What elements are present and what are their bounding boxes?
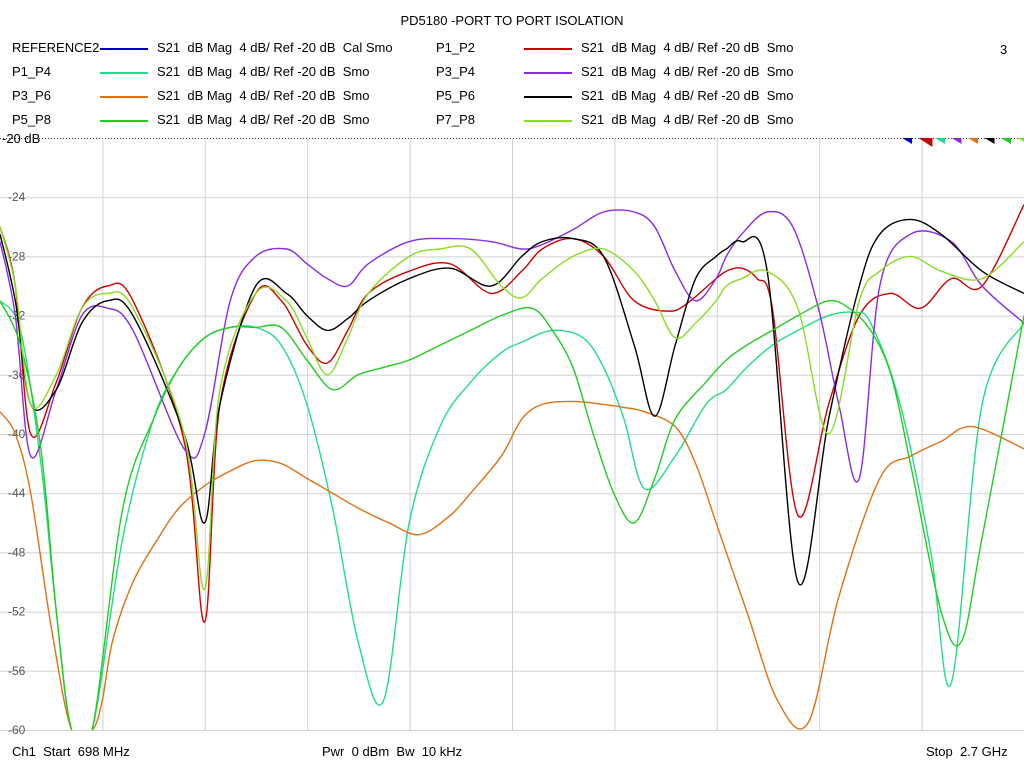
- legend-entry[interactable]: P1_P2 S21 dB Mag 4 dB/ Ref -20 dB Smo: [0, 40, 1024, 60]
- legend-trace-format: S21 dB Mag 4 dB/ Ref -20 dB Smo: [157, 112, 370, 127]
- legend-entry[interactable]: P1_P4 S21 dB Mag 4 dB/ Ref -20 dB Smo: [0, 64, 1024, 84]
- legend-trace-name: P1_P4: [12, 64, 52, 79]
- y-tick-label: -48: [8, 545, 26, 559]
- start-frequency: Ch1 Start 698 MHz: [12, 744, 130, 759]
- legend-line-swatch: [524, 96, 572, 98]
- legend-line-swatch: [524, 120, 572, 122]
- legend-line-swatch: [100, 96, 148, 98]
- reference-marker: [1001, 138, 1011, 144]
- legend-trace-format: S21 dB Mag 4 dB/ Ref -20 dB Cal Smo: [157, 40, 393, 55]
- legend-entry[interactable]: P3_P4 S21 dB Mag 4 dB/ Ref -20 dB Smo: [0, 64, 1024, 84]
- legend-line-swatch: [524, 72, 572, 74]
- reference-marker: [968, 138, 978, 144]
- reference-marker: [1017, 138, 1024, 142]
- legend-trace-name: P5_P8: [12, 112, 52, 127]
- legend-entry[interactable]: P3_P6 S21 dB Mag 4 dB/ Ref -20 dB Smo: [0, 88, 1024, 108]
- y-tick-labels: -24-28-32-36-40-44-48-52-56-60: [8, 190, 26, 737]
- legend-entry[interactable]: P5_P8 S21 dB Mag 4 dB/ Ref -20 dB Smo: [0, 112, 1024, 132]
- legend-line-swatch: [100, 120, 148, 122]
- stop-frequency: Stop 2.7 GHz: [926, 744, 1008, 759]
- y-tick-label: -52: [8, 605, 26, 619]
- y-tick-label: -60: [8, 723, 26, 737]
- legend-trace-format: S21 dB Mag 4 dB/ Ref -20 dB Smo: [581, 88, 794, 103]
- reference-marker: [935, 138, 945, 144]
- legend-trace-format: S21 dB Mag 4 dB/ Ref -20 dB Smo: [581, 64, 794, 79]
- trace-plot[interactable]: -24-28-32-36-40-44-48-52-56-60: [0, 138, 1024, 738]
- legend-trace-format: S21 dB Mag 4 dB/ Ref -20 dB Smo: [581, 112, 794, 127]
- legend-entry[interactable]: P5_P6 S21 dB Mag 4 dB/ Ref -20 dB Smo: [0, 88, 1024, 108]
- y-tick-label: -44: [8, 486, 26, 500]
- trace-p1-p2: [0, 204, 1024, 623]
- reference-marker: [902, 138, 912, 144]
- reference-marker: [984, 138, 995, 144]
- legend-trace-format: S21 dB Mag 4 dB/ Ref -20 dB Smo: [157, 88, 370, 103]
- legend-entry[interactable]: REFERENCE2 S21 dB Mag 4 dB/ Ref -20 dB Ca…: [0, 40, 1024, 60]
- traces: [0, 204, 1024, 730]
- reference-markers: [902, 138, 1024, 147]
- trace-p5-p8: [0, 299, 1024, 730]
- legend-trace-name: REFERENCE2: [12, 40, 100, 55]
- reference-marker: [918, 138, 933, 147]
- chart-title: PD5180 -PORT TO PORT ISOLATION: [400, 13, 624, 28]
- legend-trace-name: P7_P8: [436, 112, 476, 127]
- power-bandwidth: Pwr 0 dBm Bw 10 kHz: [322, 744, 463, 759]
- y-tick-label: -24: [8, 190, 26, 204]
- legend-entry[interactable]: P7_P8 S21 dB Mag 4 dB/ Ref -20 dB Smo: [0, 112, 1024, 132]
- legend-trace-name: P3_P4: [436, 64, 476, 79]
- trace-p5-p6: [0, 218, 1024, 586]
- grid: [0, 138, 1024, 731]
- trace-p1-p4: [0, 300, 1024, 730]
- y-tick-label: -40: [8, 427, 26, 441]
- legend-line-swatch: [100, 72, 148, 74]
- legend-trace-format: S21 dB Mag 4 dB/ Ref -20 dB Smo: [157, 64, 370, 79]
- legend-line-swatch: [524, 48, 572, 50]
- legend-trace-name: P3_P6: [12, 88, 52, 103]
- y-tick-label: -28: [8, 249, 26, 263]
- channel-number: 3: [1000, 42, 1008, 57]
- y-tick-label: -56: [8, 664, 26, 678]
- reference-marker: [951, 138, 962, 144]
- legend-trace-format: S21 dB Mag 4 dB/ Ref -20 dB Smo: [581, 40, 794, 55]
- legend-line-swatch: [100, 48, 148, 50]
- legend-trace-name: P5_P6: [436, 88, 476, 103]
- legend-trace-name: P1_P2: [436, 40, 476, 55]
- trace-p3-p6: [0, 400, 1024, 730]
- trace-p7-p8: [0, 226, 1024, 591]
